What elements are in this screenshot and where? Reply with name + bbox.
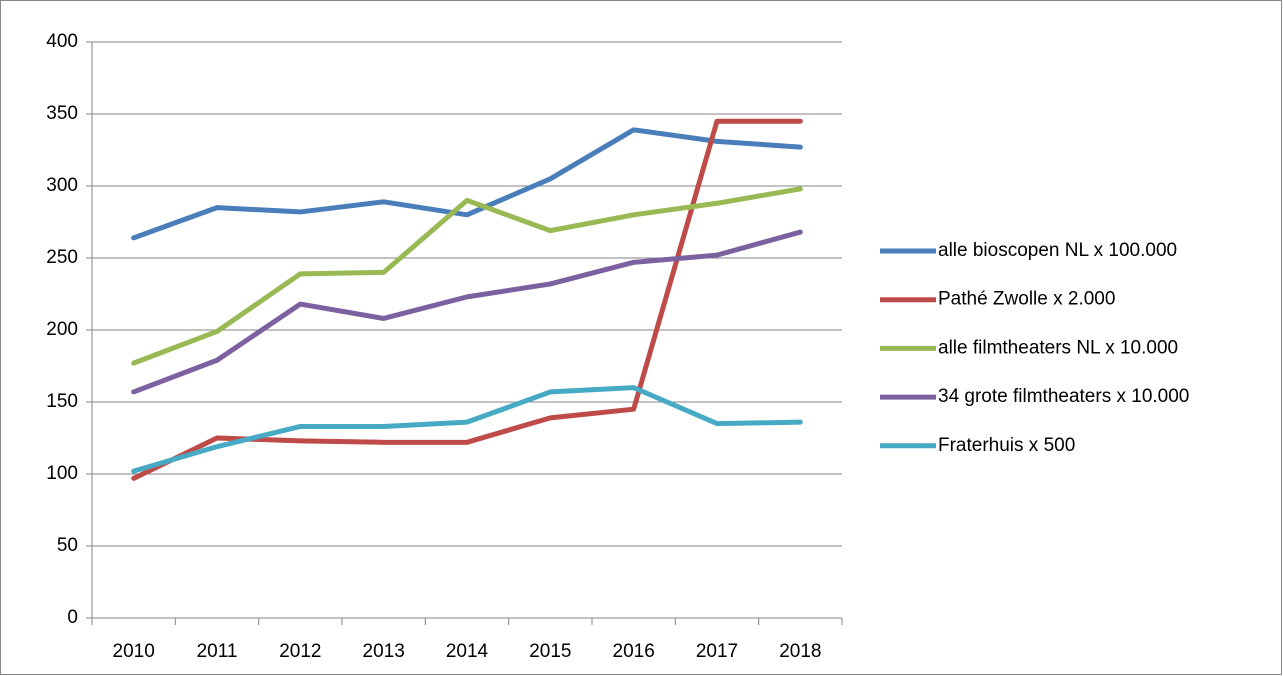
x-tick-label: 2014 [446,641,489,662]
x-tick-label: 2013 [363,641,405,662]
x-tick-label: 2012 [279,641,321,662]
y-tick-label: 50 [57,535,78,556]
y-tick-label: 0 [67,607,78,628]
series-line [131,186,803,366]
series-line [131,229,803,395]
x-tick-label: 2015 [529,641,571,662]
y-tick-label: 350 [46,103,78,124]
series-line [131,385,803,474]
x-tick-label: 2016 [613,641,655,662]
legend-label: Pathé Zwolle x 2.000 [938,289,1115,310]
y-tick-label: 400 [46,31,78,52]
y-tick-label: 300 [46,175,78,196]
y-tick-label: 150 [46,391,78,412]
x-tick-label: 2018 [779,641,821,662]
legend-label: alle bioscopen NL x 100.000 [938,240,1177,261]
x-tick-label: 2011 [197,641,238,662]
legend-label: alle filmtheaters NL x 10.000 [938,337,1178,358]
legend-label: Fraterhuis x 500 [938,435,1075,456]
y-tick-label: 100 [46,463,78,484]
y-tick-label: 200 [46,319,78,340]
y-tick-label: 250 [46,247,78,268]
x-tick-label: 2010 [113,641,155,662]
x-tick-label: 2017 [696,641,738,662]
series-line [131,127,803,241]
legend-label: 34 grote filmtheaters x 10.000 [938,386,1189,407]
